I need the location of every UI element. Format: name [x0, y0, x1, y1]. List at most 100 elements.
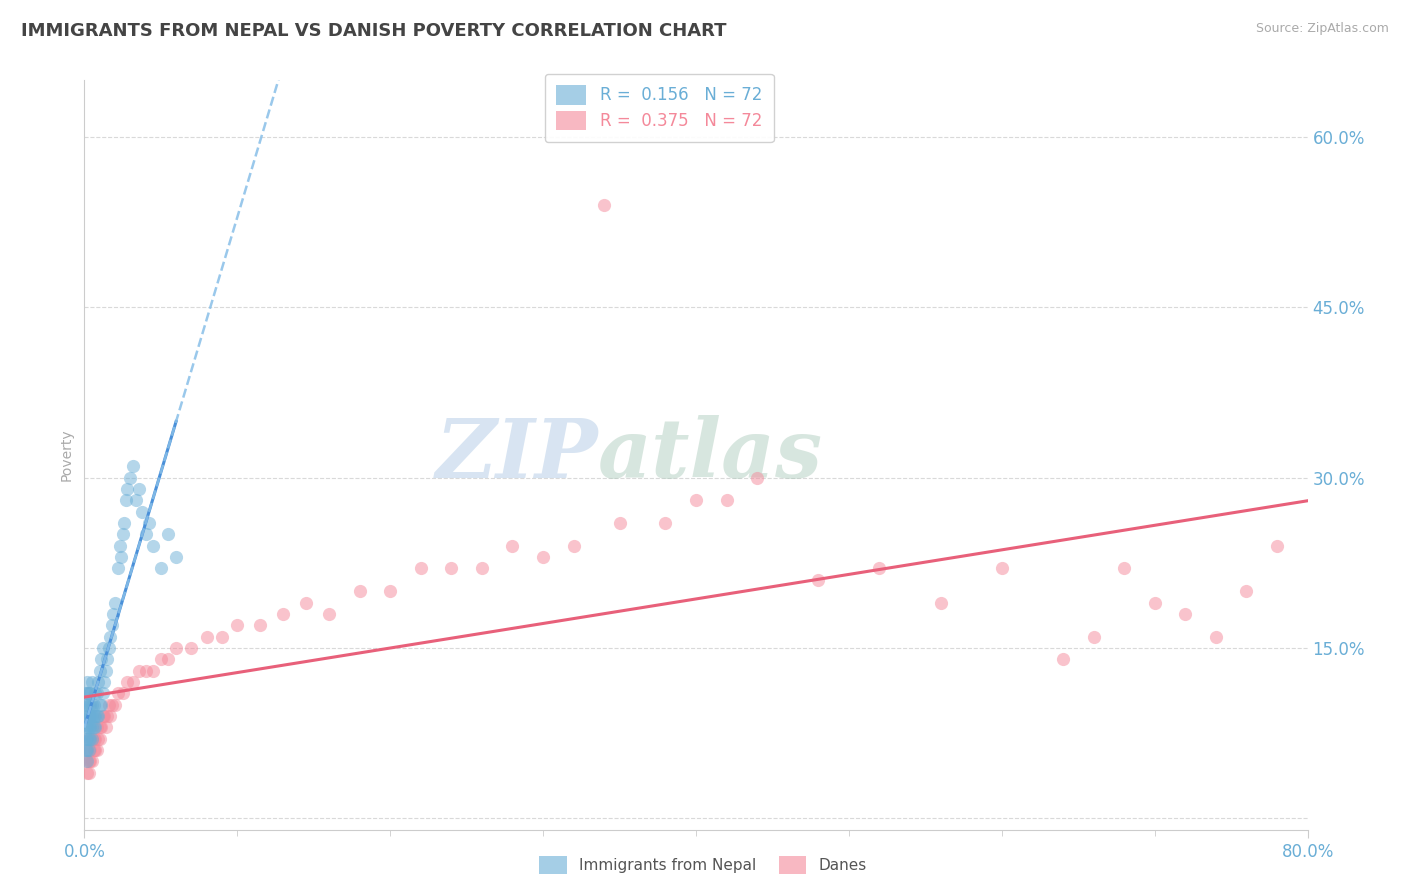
Point	[76, 731, 98, 746]
Point	[90, 720, 112, 734]
Point	[128, 664, 150, 678]
Point	[110, 550, 132, 565]
Point	[79, 755, 101, 769]
Point	[89, 664, 111, 678]
Point	[75, 720, 97, 734]
Point	[84, 686, 107, 700]
Point	[716, 493, 738, 508]
Point	[149, 652, 172, 666]
Point	[77, 765, 100, 780]
Point	[249, 618, 271, 632]
Point	[96, 652, 118, 666]
Point	[97, 698, 120, 712]
Point	[79, 698, 101, 712]
Point	[76, 698, 98, 712]
Point	[83, 709, 105, 723]
Point	[84, 709, 107, 723]
Point	[80, 709, 103, 723]
Point	[76, 743, 98, 757]
Point	[157, 527, 180, 541]
Point	[1143, 595, 1166, 609]
Point	[83, 731, 105, 746]
Point	[75, 698, 97, 712]
Point	[991, 561, 1014, 575]
Point	[103, 607, 125, 621]
Point	[80, 675, 103, 690]
Point	[75, 731, 97, 746]
Point	[80, 720, 103, 734]
Point	[142, 539, 165, 553]
Point	[562, 539, 585, 553]
Point	[84, 743, 107, 757]
Point	[226, 618, 249, 632]
Point	[135, 664, 157, 678]
Point	[1174, 607, 1197, 621]
Point	[157, 652, 180, 666]
Point	[107, 686, 129, 700]
Point	[79, 720, 101, 734]
Point	[76, 765, 98, 780]
Point	[77, 698, 100, 712]
Point	[115, 482, 138, 496]
Point	[1052, 652, 1074, 666]
Point	[98, 709, 121, 723]
Point	[1265, 539, 1288, 553]
Point	[180, 640, 202, 655]
Point	[75, 709, 97, 723]
Point	[89, 698, 111, 712]
Point	[114, 493, 136, 508]
Point	[87, 731, 110, 746]
Point	[97, 640, 120, 655]
Point	[93, 675, 115, 690]
Point	[1205, 630, 1227, 644]
Point	[77, 731, 100, 746]
Point	[195, 630, 218, 644]
Point	[869, 561, 891, 575]
Point	[76, 720, 98, 734]
Point	[112, 516, 135, 530]
Y-axis label: Poverty: Poverty	[59, 429, 73, 481]
Point	[211, 630, 233, 644]
Point	[77, 686, 100, 700]
Point	[108, 539, 131, 553]
Point	[1083, 630, 1105, 644]
Point	[86, 720, 108, 734]
Point	[75, 686, 97, 700]
Point	[111, 686, 134, 700]
Point	[79, 743, 101, 757]
Point	[91, 640, 114, 655]
Point	[349, 584, 371, 599]
Point	[76, 686, 98, 700]
Point	[77, 731, 100, 746]
Point	[122, 675, 145, 690]
Point	[380, 584, 402, 599]
Point	[104, 698, 127, 712]
Text: ZIP: ZIP	[436, 415, 598, 495]
Point	[84, 720, 107, 734]
Point	[120, 470, 142, 484]
Point	[89, 720, 111, 734]
Legend: Immigrants from Nepal, Danes: Immigrants from Nepal, Danes	[533, 850, 873, 880]
Point	[80, 755, 103, 769]
Point	[149, 561, 172, 575]
Point	[77, 743, 100, 757]
Point	[90, 652, 112, 666]
Point	[76, 743, 98, 757]
Point	[104, 595, 127, 609]
Point	[89, 731, 111, 746]
Point	[83, 698, 105, 712]
Point	[87, 675, 110, 690]
Point	[80, 731, 103, 746]
Point	[165, 640, 187, 655]
Point	[135, 527, 157, 541]
Point	[122, 459, 145, 474]
Point	[83, 720, 105, 734]
Point	[96, 709, 118, 723]
Point	[77, 755, 100, 769]
Point	[165, 550, 187, 565]
Point	[502, 539, 524, 553]
Point	[80, 698, 103, 712]
Point	[929, 595, 952, 609]
Point	[80, 731, 103, 746]
Point	[131, 505, 153, 519]
